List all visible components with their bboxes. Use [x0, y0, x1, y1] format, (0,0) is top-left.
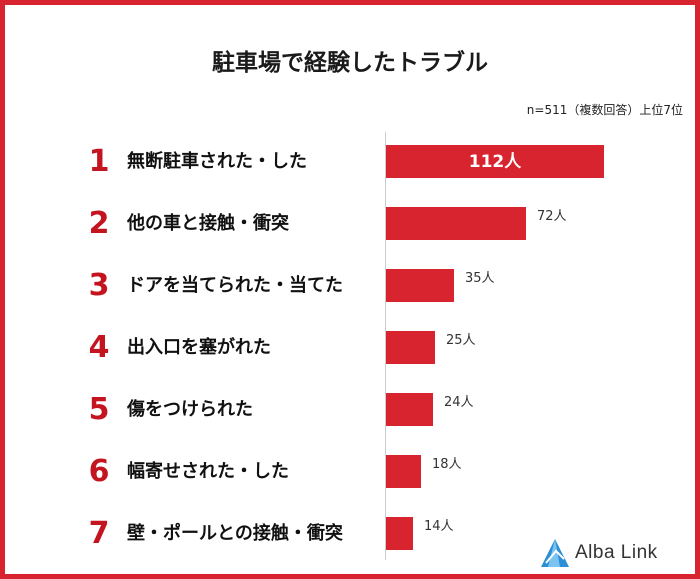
sample-note: n=511（複数回答）上位7位: [526, 103, 683, 117]
category-label: 壁・ポールとの接触・衝突: [127, 522, 343, 544]
rank-number: 1: [88, 143, 110, 179]
category-label: ドアを当てられた・当てた: [127, 274, 343, 296]
category-label: 無断駐車された・した: [127, 150, 307, 172]
bar: [386, 269, 454, 302]
rank-number: 2: [88, 205, 110, 241]
category-axis-line: [385, 132, 386, 560]
bar: [386, 207, 526, 240]
triangle-logo-icon: [541, 539, 569, 567]
category-label: 幅寄せされた・した: [127, 460, 289, 482]
category-label: 出入口を塞がれた: [127, 336, 271, 358]
brand-logo-text: Alba Link: [575, 542, 658, 563]
value-label: 14人: [424, 519, 454, 534]
rank-number: 3: [88, 267, 110, 303]
rank-number: 6: [88, 453, 110, 489]
bar: [386, 145, 604, 178]
rank-number: 7: [88, 515, 110, 551]
bar: [386, 517, 413, 550]
value-label: 25人: [446, 333, 476, 348]
category-label: 傷をつけられた: [127, 398, 253, 420]
value-label: 18人: [432, 457, 462, 472]
value-label: 72人: [537, 209, 567, 224]
value-label: 35人: [465, 271, 495, 286]
bar: [386, 393, 433, 426]
bar: [386, 455, 421, 488]
value-label: 112人: [468, 151, 522, 172]
rank-number: 5: [88, 391, 110, 427]
category-label: 他の車と接触・衝突: [127, 212, 289, 234]
bar: [386, 331, 435, 364]
brand-logo: Alba Link: [538, 536, 688, 570]
chart-title: 駐車場で経験したトラブル: [212, 50, 488, 76]
value-label: 24人: [444, 395, 474, 410]
rank-number: 4: [88, 329, 110, 365]
